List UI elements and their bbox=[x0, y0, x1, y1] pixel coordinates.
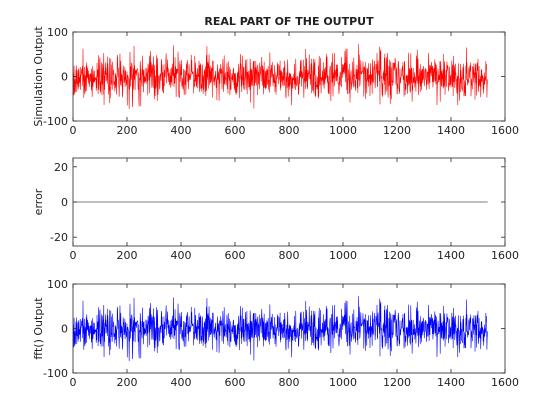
y-tick-label: -100 bbox=[43, 367, 68, 380]
x-tick-label: 1200 bbox=[383, 124, 411, 137]
x-tick-label: 1600 bbox=[491, 376, 519, 389]
x-tick-label: 0 bbox=[70, 124, 77, 137]
y-tick-label: -20 bbox=[50, 231, 68, 244]
x-tick-label: 0 bbox=[70, 249, 77, 262]
y-tick-label: 0 bbox=[61, 196, 68, 209]
x-tick-label: 200 bbox=[117, 124, 138, 137]
y-tick-label: -100 bbox=[43, 115, 68, 128]
y-tick-label: 100 bbox=[47, 278, 68, 291]
x-tick-label: 1400 bbox=[437, 376, 465, 389]
x-tick-label: 1400 bbox=[437, 249, 465, 262]
x-tick-label: 400 bbox=[171, 249, 192, 262]
y-tick-label: 0 bbox=[61, 71, 68, 84]
x-tick-label: 1400 bbox=[437, 124, 465, 137]
x-tick-label: 1600 bbox=[491, 124, 519, 137]
y-axis-label: fft() Output bbox=[32, 297, 45, 360]
x-tick-label: 600 bbox=[225, 376, 246, 389]
simulation-output-panel: 0 200 400 600 800 1000 1200 1400 1600-1000100Sim… bbox=[32, 15, 519, 137]
x-tick-label: 0 bbox=[70, 376, 77, 389]
x-tick-label: 1600 bbox=[491, 249, 519, 262]
x-tick-label: 600 bbox=[225, 249, 246, 262]
y-tick-label: 20 bbox=[54, 161, 68, 174]
x-tick-label: 1000 bbox=[329, 376, 357, 389]
x-tick-label: 1000 bbox=[329, 124, 357, 137]
y-tick-label: 0 bbox=[61, 323, 68, 336]
x-tick-label: 1200 bbox=[383, 249, 411, 262]
x-tick-label: 400 bbox=[171, 376, 192, 389]
x-tick-label: 400 bbox=[171, 124, 192, 137]
series-line bbox=[73, 296, 489, 361]
x-tick-label: 200 bbox=[117, 249, 138, 262]
y-tick-label: 100 bbox=[47, 26, 68, 39]
x-tick-label: 800 bbox=[279, 124, 300, 137]
x-tick-label: 800 bbox=[279, 249, 300, 262]
x-tick-label: 200 bbox=[117, 376, 138, 389]
fft-output-panel: 0 200 400 600 800 1000 1200 1400 1600-1000100fft… bbox=[32, 278, 519, 389]
x-tick-label: 1200 bbox=[383, 376, 411, 389]
series-line bbox=[73, 44, 489, 109]
x-tick-label: 600 bbox=[225, 124, 246, 137]
x-tick-label: 1000 bbox=[329, 249, 357, 262]
y-axis-label: error bbox=[32, 188, 45, 215]
y-axis-label: Simulation Output bbox=[32, 26, 45, 127]
chart-title: REAL PART OF THE OUTPUT bbox=[204, 15, 374, 28]
x-tick-label: 800 bbox=[279, 376, 300, 389]
